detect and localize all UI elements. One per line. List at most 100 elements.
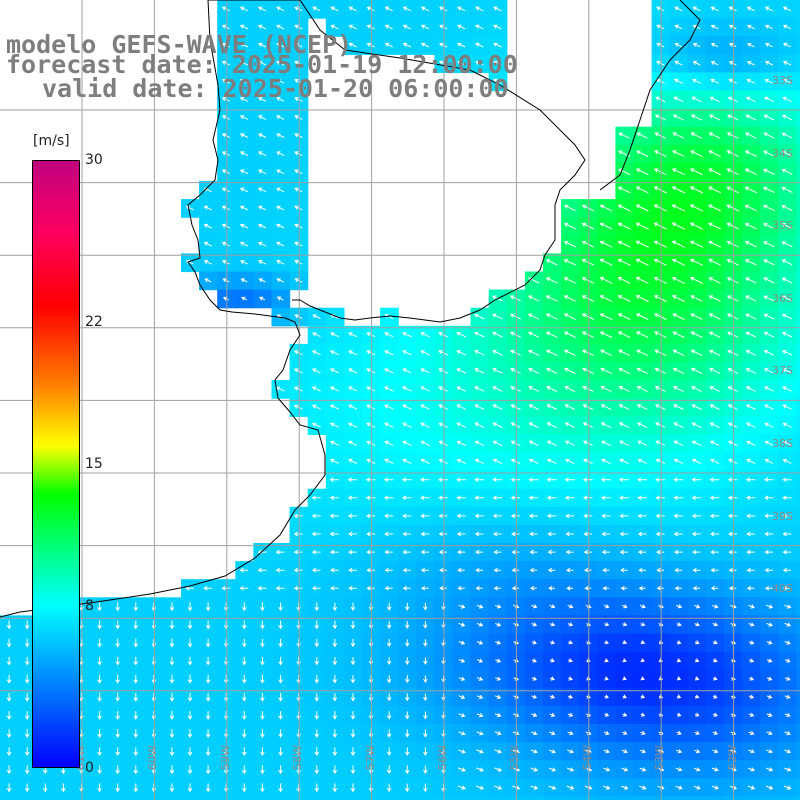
- wind-arrow: [727, 404, 738, 410]
- lat-label: 38S: [772, 437, 793, 450]
- wind-arrow: [581, 313, 595, 320]
- wind-arrow: [763, 349, 775, 356]
- wind-arrow: [492, 368, 503, 374]
- wind-arrow: [676, 622, 682, 627]
- wind-arrow: [599, 222, 613, 230]
- wind-arrow: [710, 6, 719, 12]
- wind-arrow: [672, 132, 685, 139]
- wind-arrow: [748, 622, 755, 627]
- wind-arrow: [386, 747, 392, 756]
- wind-arrow: [744, 168, 757, 176]
- wind-arrow: [511, 585, 519, 591]
- wind-arrow: [456, 477, 466, 482]
- wind-arrow: [257, 567, 267, 573]
- wind-arrow: [294, 278, 303, 283]
- wind-arrow: [384, 422, 394, 428]
- wind-arrow: [294, 169, 303, 175]
- wind-arrow: [654, 150, 667, 158]
- wind-arrow: [312, 332, 321, 338]
- wind-arrow: [495, 640, 502, 645]
- wind-arrow: [746, 60, 755, 66]
- wind-arrow: [692, 6, 701, 12]
- wind-arrow: [476, 712, 484, 718]
- wind-arrow: [476, 676, 484, 681]
- wind-arrow: [6, 747, 12, 757]
- wind-arrow: [511, 549, 520, 555]
- wind-arrow: [223, 692, 229, 702]
- wind-arrow: [671, 186, 686, 194]
- wind-arrow: [567, 730, 574, 736]
- wind-arrow: [782, 495, 792, 501]
- wind-arrow: [205, 656, 211, 666]
- wind-arrow: [239, 115, 249, 120]
- wind-arrow: [404, 621, 410, 629]
- wind-arrow: [169, 602, 175, 612]
- wind-arrow: [151, 602, 157, 612]
- wind-speed-cell: [796, 543, 800, 562]
- wind-arrow: [510, 295, 522, 302]
- wind-arrow: [621, 767, 629, 772]
- wind-arrow: [621, 785, 629, 790]
- wind-arrow: [654, 331, 667, 339]
- wind-arrow: [676, 658, 682, 663]
- wind-arrow: [675, 767, 683, 772]
- wind-arrow: [314, 765, 320, 775]
- wind-arrow: [276, 24, 285, 30]
- wind-arrow: [221, 169, 231, 175]
- wind-arrow: [763, 259, 775, 266]
- lon-label: 59W: [218, 745, 232, 770]
- wind-arrow: [564, 204, 576, 212]
- wind-arrow: [673, 404, 684, 410]
- wind-arrow: [622, 640, 628, 645]
- wind-arrow: [221, 205, 231, 211]
- wind-arrow: [764, 567, 773, 573]
- wind-arrow: [294, 223, 303, 229]
- wind-arrow: [709, 386, 720, 392]
- wind-arrow: [278, 602, 283, 612]
- wind-arrow: [672, 150, 685, 158]
- wind-arrow: [311, 495, 321, 501]
- wind-arrow: [311, 531, 321, 537]
- wind-arrow: [492, 495, 502, 501]
- wind-arrow: [581, 240, 595, 248]
- wind-arrow: [475, 549, 484, 555]
- wind-arrow: [404, 657, 410, 665]
- wind-speed-cell: [488, 796, 508, 800]
- wind-arrow: [278, 783, 283, 793]
- wind-arrow: [689, 186, 704, 194]
- wind-arrow: [205, 747, 211, 757]
- wind-arrow: [653, 204, 667, 212]
- wind-arrow: [782, 386, 792, 392]
- wind-arrow: [242, 602, 247, 612]
- wind-arrow: [766, 658, 773, 663]
- wind-arrow: [474, 386, 485, 392]
- wind-arrow: [564, 477, 575, 482]
- wind-arrow: [293, 368, 303, 374]
- wind-arrow: [656, 42, 665, 48]
- wind-arrow: [474, 368, 485, 374]
- wind-arrow: [689, 240, 704, 248]
- wind-arrow: [493, 531, 502, 537]
- wind-arrow: [745, 295, 757, 302]
- wind-arrow: [617, 204, 631, 212]
- wind-arrow: [763, 241, 775, 248]
- wind-arrow: [456, 513, 466, 519]
- wind-speed-cell: [307, 796, 327, 800]
- wind-arrow: [601, 549, 610, 555]
- wind-arrow: [474, 531, 484, 537]
- wind-arrow: [763, 186, 775, 194]
- wind-arrow: [604, 694, 610, 699]
- wind-arrow: [294, 97, 303, 102]
- wind-arrow: [601, 513, 611, 519]
- wind-arrow: [169, 711, 175, 720]
- wind-arrow: [404, 747, 410, 756]
- wind-arrow: [205, 602, 211, 612]
- wind-arrow: [599, 240, 613, 248]
- wind-arrow: [549, 622, 556, 627]
- wind-arrow: [239, 97, 249, 102]
- wind-arrow: [583, 549, 592, 555]
- wind-arrow: [635, 186, 649, 194]
- wind-arrow: [294, 241, 303, 247]
- wind-arrow: [493, 60, 502, 66]
- wind-arrow: [637, 531, 647, 537]
